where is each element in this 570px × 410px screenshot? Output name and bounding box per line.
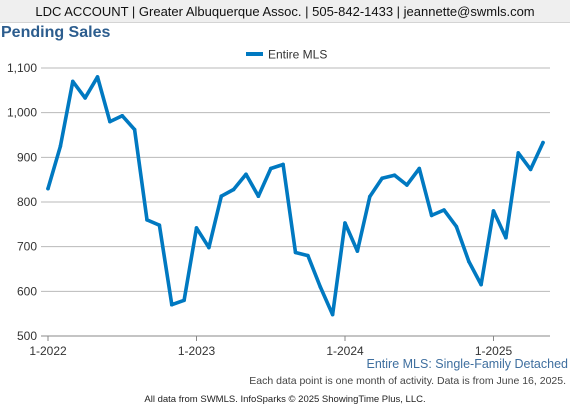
data-point (479, 282, 483, 287)
data-point (157, 223, 162, 228)
data-point (231, 187, 236, 192)
data-point (429, 213, 434, 218)
data-point (417, 166, 422, 171)
legend: Entire MLS (246, 48, 327, 62)
data-point (281, 162, 285, 167)
y-tick-label: 800 (17, 195, 37, 209)
header-text: LDC ACCOUNT | Greater Albuquerque Assoc.… (35, 3, 535, 19)
x-tick-label: 1-2023 (178, 344, 216, 358)
data-point (268, 166, 273, 171)
data-point (541, 140, 545, 145)
chart-title: Pending Sales (1, 24, 111, 41)
data-point (454, 224, 459, 229)
data-point (367, 194, 372, 199)
data-point (207, 245, 211, 250)
data-point (330, 312, 335, 317)
data-point (293, 250, 298, 255)
x-axis: 1-2022 1-2023 1-2024 1-2025 (29, 336, 513, 358)
data-point (244, 172, 248, 177)
data-point (169, 302, 174, 307)
data-point (306, 253, 310, 258)
data-point (405, 183, 409, 187)
data-point (219, 194, 224, 198)
source-credit: All data from SWMLS. InfoSparks © 2025 S… (144, 394, 426, 405)
data-point (516, 151, 521, 155)
data-point (132, 127, 137, 132)
data-point (528, 167, 533, 172)
x-tick-label: 1-2022 (29, 344, 67, 358)
legend-label: Entire MLS (268, 48, 327, 62)
data-point (355, 249, 360, 253)
series-group (46, 75, 545, 317)
data-point (46, 186, 50, 191)
data-point (182, 298, 186, 303)
y-tick-label: 900 (17, 150, 37, 164)
y-tick-label: 1,100 (7, 61, 37, 75)
data-point (491, 209, 496, 213)
data-point (108, 119, 112, 124)
gridlines (41, 67, 550, 337)
header-bar: LDC ACCOUNT | Greater Albuquerque Assoc.… (0, 0, 570, 23)
data-point (194, 226, 199, 230)
data-point (58, 144, 63, 148)
y-tick-label: 600 (17, 284, 37, 298)
x-tick-label: 1-2024 (326, 344, 364, 358)
data-point (70, 79, 75, 84)
data-point (318, 285, 323, 289)
x-tick-label: 1-2025 (475, 344, 513, 358)
y-axis: 500 600 700 800 900 1,000 1,100 (7, 61, 37, 343)
data-point (442, 208, 446, 212)
data-point (256, 194, 261, 198)
data-point (380, 176, 384, 181)
data-point (504, 235, 508, 240)
data-point (120, 113, 125, 118)
footnote: Each data point is one month of activity… (249, 375, 566, 387)
chart-subtitle: Entire MLS: Single-Family Detached (366, 357, 568, 371)
y-tick-label: 500 (17, 329, 37, 343)
data-point (83, 96, 87, 100)
data-point (392, 173, 397, 177)
data-point (95, 75, 100, 79)
y-tick-label: 700 (17, 240, 37, 254)
y-tick-label: 1,000 (7, 106, 37, 120)
data-point (466, 259, 471, 264)
data-point (343, 221, 347, 225)
data-point (145, 218, 149, 222)
